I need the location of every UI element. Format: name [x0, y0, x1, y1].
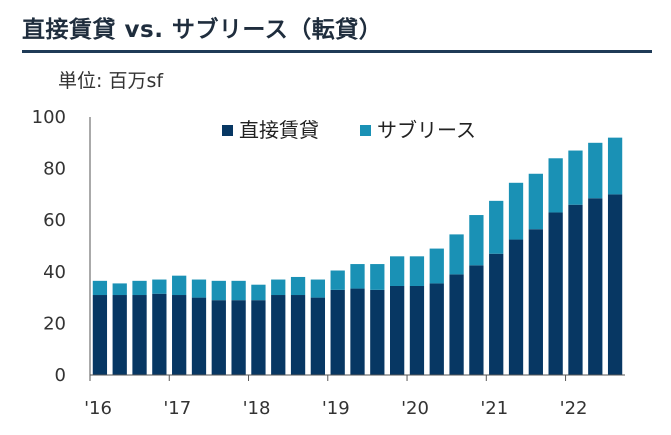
y-tick-label: 40 [43, 262, 66, 283]
bar-sublease [211, 280, 226, 301]
bar-direct [251, 300, 266, 375]
bar-sublease [489, 200, 504, 254]
bar-direct [390, 285, 405, 375]
bar-sublease [231, 280, 246, 301]
x-tick-label: '22 [560, 398, 588, 419]
bar-direct [152, 293, 167, 375]
bar-sublease [350, 264, 365, 289]
bar-direct [271, 295, 286, 375]
legend-direct-swatch [222, 125, 233, 136]
bar-direct [132, 295, 147, 375]
x-tick-label: '21 [480, 398, 508, 419]
x-tick-label: '18 [243, 398, 271, 419]
bar-direct [588, 198, 603, 375]
bar-sublease [370, 264, 385, 290]
bar-direct [548, 212, 563, 375]
bar-direct [290, 295, 306, 375]
bar-direct [528, 229, 543, 375]
title-divider [22, 50, 652, 53]
bar-sublease [310, 279, 326, 298]
bar-sublease [449, 234, 464, 275]
bar-direct [112, 295, 127, 375]
bar-sublease [112, 283, 127, 296]
bar-direct [568, 204, 583, 375]
x-tick-label: '19 [322, 398, 350, 419]
bar-sublease [290, 276, 306, 296]
bar-sublease [251, 284, 266, 301]
bar-direct [449, 274, 464, 375]
bar-direct [350, 288, 365, 375]
legend-sublease-swatch [360, 125, 371, 136]
bar-sublease [568, 150, 583, 205]
bar-direct [92, 295, 108, 375]
bar-sublease [172, 275, 187, 296]
bar-direct [330, 289, 345, 375]
bar-direct [508, 239, 524, 375]
bar-sublease [390, 256, 405, 286]
bar-direct [231, 300, 246, 375]
bar-sublease [528, 173, 543, 230]
bar-sublease [152, 279, 167, 294]
bar-direct [469, 265, 484, 375]
bar-sublease [588, 142, 603, 199]
unit-label: 単位: 百万sf [58, 70, 164, 92]
bar-sublease [92, 280, 108, 296]
bar-sublease [132, 280, 147, 296]
bar-sublease [191, 279, 207, 298]
y-tick-label: 100 [32, 107, 66, 128]
bar-sublease [469, 215, 484, 266]
bar-direct [370, 289, 385, 375]
legend-sublease-label: サブリース [377, 118, 476, 142]
bar-direct [489, 253, 504, 375]
bar-direct [310, 297, 326, 375]
bar-sublease [409, 256, 425, 286]
x-tick-label: '16 [84, 398, 112, 419]
x-tick-label: '20 [401, 398, 429, 419]
bar-sublease [330, 270, 345, 290]
bar-direct [211, 300, 226, 375]
x-tick-label: '17 [163, 398, 191, 419]
bar-direct [191, 297, 207, 375]
y-tick-label: 20 [43, 313, 66, 334]
bar-sublease [508, 182, 524, 240]
bar-sublease [548, 158, 563, 213]
bar-sublease [271, 279, 286, 296]
legend-direct-label: 直接賃貸 [239, 118, 319, 142]
bar-sublease [607, 137, 623, 195]
bar-direct [409, 285, 425, 375]
y-tick-label: 80 [43, 159, 66, 180]
y-tick-label: 0 [55, 365, 66, 386]
bar-direct [607, 194, 623, 375]
bar-direct [429, 283, 444, 375]
bar-sublease [429, 248, 444, 284]
y-tick-label: 60 [43, 210, 66, 231]
chart-title: 直接賃貸 vs. サブリース（転貸） [22, 17, 383, 43]
bar-direct [172, 295, 187, 375]
